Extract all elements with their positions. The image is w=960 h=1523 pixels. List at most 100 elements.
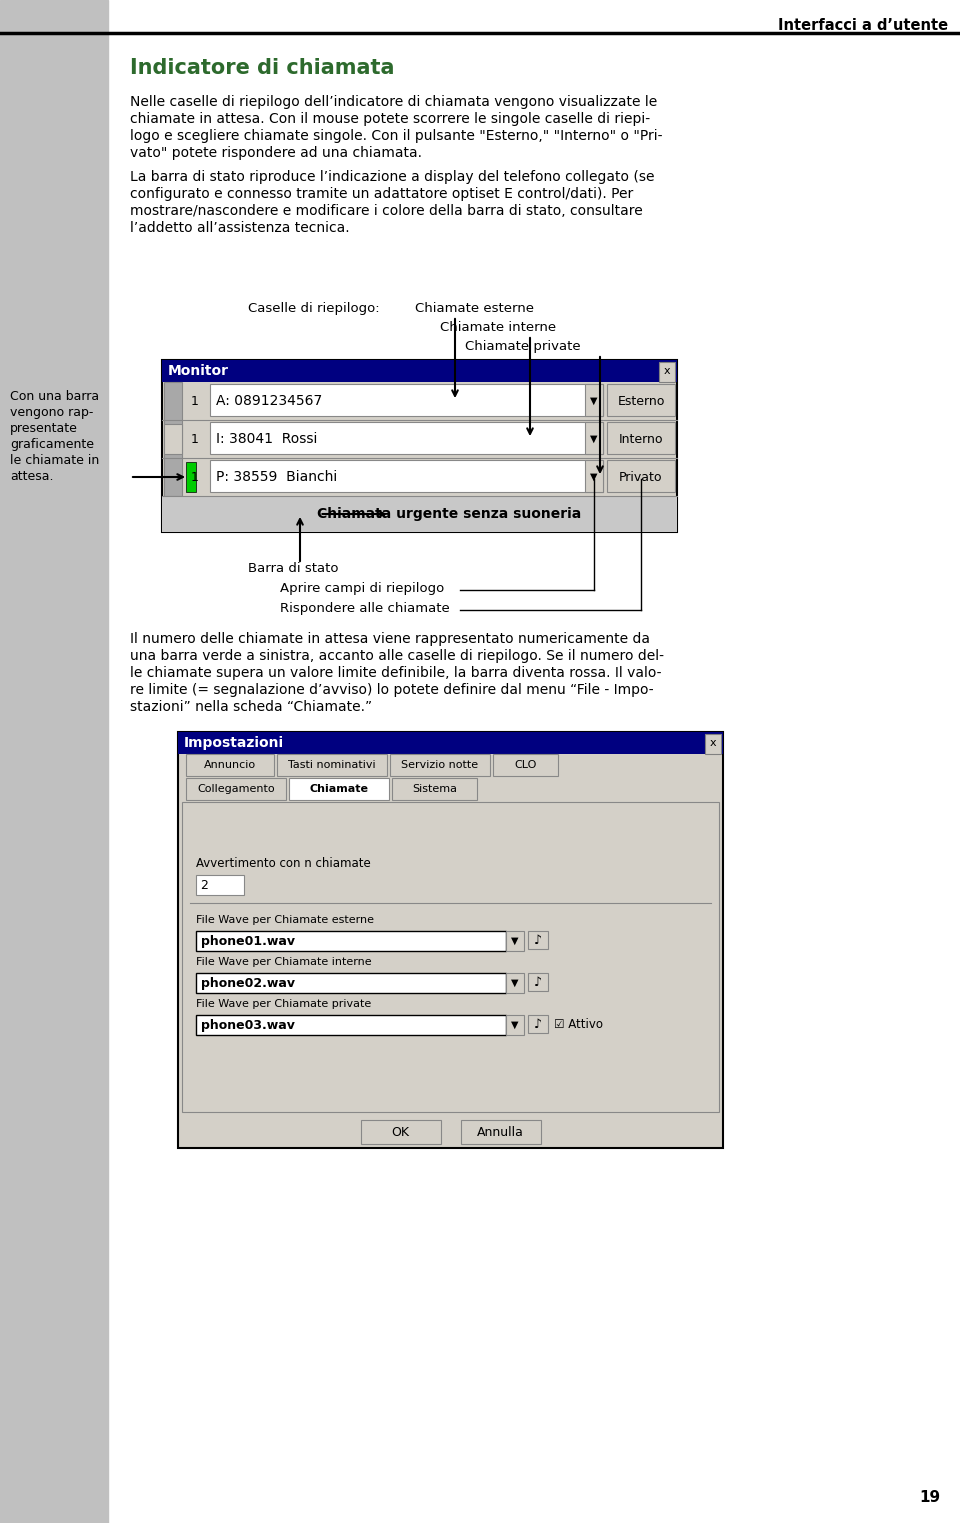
Text: phone02.wav: phone02.wav bbox=[201, 976, 295, 990]
Text: 1: 1 bbox=[191, 394, 199, 408]
Text: le chiamate in: le chiamate in bbox=[10, 454, 99, 468]
Text: Indicatore di chiamata: Indicatore di chiamata bbox=[130, 58, 395, 78]
Bar bbox=[277, 754, 387, 777]
Text: le chiamate supera un valore limite definibile, la barra diventa rossa. Il valo-: le chiamate supera un valore limite defi… bbox=[130, 666, 661, 679]
Bar bbox=[178, 733, 723, 1148]
Text: File Wave per Chiamate esterne: File Wave per Chiamate esterne bbox=[196, 915, 374, 924]
Text: CLO: CLO bbox=[515, 760, 537, 771]
Text: graficamente: graficamente bbox=[10, 439, 94, 451]
Text: phone01.wav: phone01.wav bbox=[201, 935, 295, 947]
Bar bbox=[585, 422, 603, 454]
Bar bbox=[390, 754, 490, 777]
Text: logo e scegliere chiamate singole. Con il pulsante "Esterno," "Interno" o "Pri-: logo e scegliere chiamate singole. Con i… bbox=[130, 129, 662, 143]
Text: 1: 1 bbox=[191, 471, 199, 483]
Text: vato" potete rispondere ad una chiamata.: vato" potete rispondere ad una chiamata. bbox=[130, 146, 422, 160]
Text: OK: OK bbox=[392, 1125, 410, 1139]
Text: stazioni” nella scheda “Chiamate.”: stazioni” nella scheda “Chiamate.” bbox=[130, 701, 372, 714]
Text: File Wave per Chiamate private: File Wave per Chiamate private bbox=[196, 999, 372, 1010]
Text: Interno: Interno bbox=[619, 433, 663, 446]
Text: ▼: ▼ bbox=[590, 472, 598, 481]
Text: A: 0891234567: A: 0891234567 bbox=[216, 394, 323, 408]
Bar bbox=[528, 931, 548, 949]
Bar bbox=[705, 734, 721, 754]
Text: attesa.: attesa. bbox=[10, 471, 54, 483]
Text: mostrare/nascondere e modificare i colore della barra di stato, consultare: mostrare/nascondere e modificare i color… bbox=[130, 204, 643, 218]
Bar bbox=[506, 931, 524, 950]
Text: ▼: ▼ bbox=[512, 937, 518, 946]
Text: ▼: ▼ bbox=[512, 1020, 518, 1030]
Bar bbox=[196, 876, 244, 896]
Bar bbox=[289, 778, 389, 800]
Bar bbox=[659, 362, 675, 382]
Bar bbox=[186, 778, 286, 800]
Text: ▼: ▼ bbox=[590, 434, 598, 445]
Text: re limite (= segnalazione d’avviso) lo potete definire dal menu “File - Impo-: re limite (= segnalazione d’avviso) lo p… bbox=[130, 682, 654, 698]
Text: Annuncio: Annuncio bbox=[204, 760, 256, 771]
Bar bbox=[0, 0, 108, 1523]
Text: Chiamate private: Chiamate private bbox=[465, 340, 581, 353]
Bar bbox=[361, 1119, 441, 1144]
Text: chiamate in attesa. Con il mouse potete scorrere le singole caselle di riepi-: chiamate in attesa. Con il mouse potete … bbox=[130, 113, 650, 126]
Text: Rispondere alle chiamate: Rispondere alle chiamate bbox=[280, 602, 449, 615]
Text: Sistema: Sistema bbox=[412, 784, 457, 793]
Text: x: x bbox=[709, 739, 716, 748]
Bar bbox=[461, 1119, 540, 1144]
Text: Servizio notte: Servizio notte bbox=[401, 760, 479, 771]
Text: Nelle caselle di riepilogo dell’indicatore di chiamata vengono visualizzate le: Nelle caselle di riepilogo dell’indicato… bbox=[130, 94, 658, 110]
Bar bbox=[607, 384, 675, 416]
Text: Impostazioni: Impostazioni bbox=[184, 736, 284, 749]
Text: Il numero delle chiamate in attesa viene rappresentato numericamente da: Il numero delle chiamate in attesa viene… bbox=[130, 632, 650, 646]
Text: Monitor: Monitor bbox=[168, 364, 229, 378]
Text: 2: 2 bbox=[200, 879, 208, 891]
Text: Barra di stato: Barra di stato bbox=[248, 562, 339, 576]
Text: ♪: ♪ bbox=[534, 934, 542, 946]
Text: l’addetto all’assistenza tecnica.: l’addetto all’assistenza tecnica. bbox=[130, 221, 349, 235]
Bar bbox=[162, 496, 677, 532]
Bar bbox=[186, 461, 196, 492]
Text: vengono rap-: vengono rap- bbox=[10, 407, 93, 419]
Bar bbox=[162, 359, 677, 382]
Text: Caselle di riepilogo:: Caselle di riepilogo: bbox=[248, 302, 379, 315]
Bar bbox=[210, 384, 603, 416]
Bar bbox=[210, 422, 603, 454]
Text: ☑ Attivo: ☑ Attivo bbox=[554, 1017, 603, 1031]
Text: Con una barra: Con una barra bbox=[10, 390, 99, 404]
Text: configurato e connesso tramite un adattatore optiset E control/dati). Per: configurato e connesso tramite un adatta… bbox=[130, 187, 634, 201]
Bar bbox=[607, 460, 675, 492]
Text: ▼: ▼ bbox=[590, 396, 598, 407]
Text: Chiamata urgente senza suoneria: Chiamata urgente senza suoneria bbox=[318, 507, 582, 521]
Text: Privato: Privato bbox=[619, 471, 662, 483]
Bar bbox=[506, 1014, 524, 1036]
Text: File Wave per Chiamate interne: File Wave per Chiamate interne bbox=[196, 956, 372, 967]
Bar bbox=[162, 359, 677, 532]
Text: I: 38041  Rossi: I: 38041 Rossi bbox=[216, 433, 318, 446]
Text: 1: 1 bbox=[191, 433, 199, 446]
Text: La barra di stato riproduce l’indicazione a display del telefono collegato (se: La barra di stato riproduce l’indicazion… bbox=[130, 171, 655, 184]
Text: Chiamate: Chiamate bbox=[309, 784, 369, 793]
Bar bbox=[607, 422, 675, 454]
Text: Esterno: Esterno bbox=[617, 394, 664, 408]
Text: 19: 19 bbox=[919, 1489, 940, 1505]
Bar bbox=[196, 973, 506, 993]
Text: x: x bbox=[663, 366, 670, 376]
Text: Avvertimento con n chiamate: Avvertimento con n chiamate bbox=[196, 857, 371, 870]
Text: Chiamate interne: Chiamate interne bbox=[440, 321, 556, 334]
Text: phone03.wav: phone03.wav bbox=[201, 1019, 295, 1031]
Bar bbox=[186, 754, 274, 777]
Text: presentate: presentate bbox=[10, 422, 78, 436]
Bar bbox=[210, 460, 603, 492]
Text: ♪: ♪ bbox=[534, 976, 542, 988]
Bar bbox=[528, 1014, 548, 1033]
Text: Annulla: Annulla bbox=[477, 1125, 524, 1139]
Text: Tasti nominativi: Tasti nominativi bbox=[288, 760, 375, 771]
Bar bbox=[182, 803, 719, 1112]
Bar bbox=[196, 1014, 506, 1036]
Text: ▼: ▼ bbox=[512, 978, 518, 988]
Text: una barra verde a sinistra, accanto alle caselle di riepilogo. Se il numero del-: una barra verde a sinistra, accanto alle… bbox=[130, 649, 664, 663]
Text: ♪: ♪ bbox=[534, 1017, 542, 1031]
Text: P: 38559  Bianchi: P: 38559 Bianchi bbox=[216, 471, 337, 484]
Text: Chiamate esterne: Chiamate esterne bbox=[415, 302, 534, 315]
Bar bbox=[164, 423, 182, 454]
Bar bbox=[164, 382, 182, 496]
Text: Interfacci a d’utente: Interfacci a d’utente bbox=[778, 18, 948, 34]
